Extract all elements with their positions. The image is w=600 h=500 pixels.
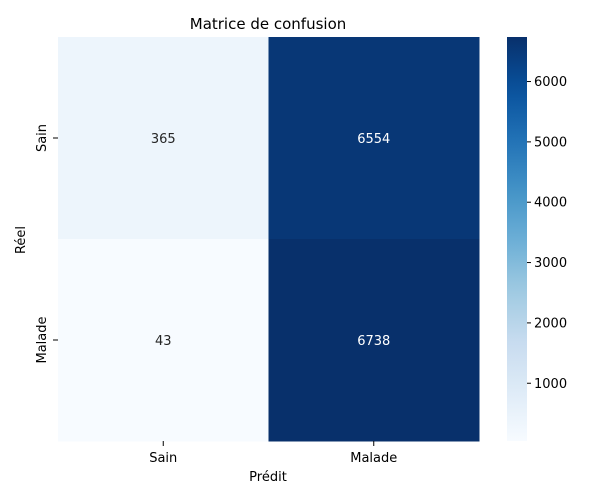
heatmap-cell-0-0 [58, 37, 269, 240]
cell-value-label-1-0: 43 [155, 334, 172, 349]
heatmap-cell-1-1 [268, 239, 480, 442]
colorbar-tick-label-4: 5000 [534, 135, 567, 150]
x-tick-label-1: Malade [350, 451, 397, 466]
colorbar-tick-label-2: 3000 [534, 256, 567, 271]
y-tick-label-1: Malade [35, 316, 50, 363]
y-tick-label-0: Sain [35, 124, 50, 152]
cell-value-label-1-1: 6738 [357, 334, 390, 349]
x-axis-label: Prédit [249, 470, 287, 485]
colorbar-tick-label-5: 6000 [534, 75, 567, 90]
heatmap-cell-labels: 365 6554 43 6738 [151, 132, 390, 349]
x-axis-ticks: Sain Malade [149, 441, 397, 466]
cell-value-label-0-0: 365 [151, 132, 176, 147]
y-axis-ticks: Sain Malade [35, 124, 58, 364]
colorbar-tick-label-0: 1000 [534, 377, 567, 392]
y-axis-label: Réel [14, 226, 29, 254]
heatmap-cells [58, 37, 480, 442]
x-tick-label-0: Sain [149, 451, 177, 466]
heatmap-cell-0-1 [268, 37, 480, 240]
colorbar [507, 37, 527, 441]
colorbar-ticks: 1000 2000 3000 4000 5000 6000 [527, 75, 567, 392]
heatmap-cell-1-0 [58, 239, 269, 442]
cell-value-label-0-1: 6554 [357, 132, 390, 147]
colorbar-tick-label-3: 4000 [534, 196, 567, 211]
colorbar-tick-label-1: 2000 [534, 316, 567, 331]
chart-title: Matrice de confusion [190, 15, 347, 33]
